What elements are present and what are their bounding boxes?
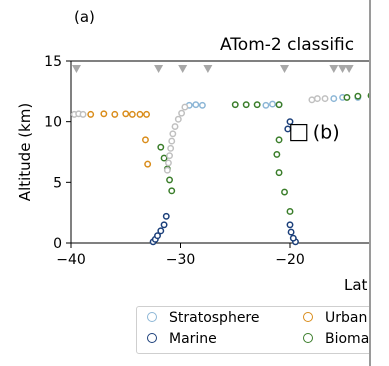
panel-label: (a) (74, 8, 95, 26)
y-tick-label: 5 (53, 175, 62, 191)
point-biomass (157, 143, 165, 151)
annotations: (b)( (290, 122, 340, 144)
point-urban (136, 110, 144, 118)
annotation-label: (b) (313, 122, 340, 144)
point-marine (157, 227, 165, 235)
point-unclassified (163, 166, 171, 174)
point-marine (286, 118, 294, 126)
annotation-box (290, 123, 308, 142)
crop-edge-mask (370, 0, 389, 366)
chart-title: ATom-2 classific (220, 35, 355, 55)
profile-marker-triangle (178, 65, 188, 73)
data-points (70, 91, 384, 246)
point-stratosphere (330, 95, 338, 103)
legend-label: Stratosphere (169, 310, 260, 326)
point-unclassified (165, 159, 172, 167)
y-tick-label: 0 (53, 236, 62, 252)
point-unclassified (174, 115, 182, 123)
point-marine (287, 228, 295, 236)
y-tick-label: 15 (44, 54, 62, 70)
profile-marker-triangle (280, 65, 290, 73)
point-unclassified (169, 130, 177, 138)
legend-item-biomass: Bioma (303, 331, 369, 347)
point-stratosphere (269, 100, 276, 108)
point-biomass (168, 187, 176, 195)
legend-item-urban: Urban (303, 310, 367, 326)
profile-marker-triangle (329, 65, 339, 73)
profile-markers (71, 65, 354, 73)
point-unclassified (171, 123, 179, 130)
point-unclassified (178, 109, 186, 117)
point-marine (286, 221, 294, 229)
point-biomass (281, 188, 288, 196)
point-unclassified (321, 95, 329, 103)
legend-marker-marine (147, 333, 157, 343)
point-unclassified (308, 96, 316, 104)
x-tick-label: −30 (166, 252, 196, 268)
legend-label: Marine (169, 331, 217, 347)
point-marine (289, 234, 297, 242)
crop-edge-line (369, 0, 371, 366)
legend-label: Urban (325, 310, 368, 326)
point-unclassified (79, 110, 87, 118)
point-urban (122, 110, 130, 118)
y-tick-label: 10 (44, 115, 62, 131)
legend-marker-stratosphere (147, 312, 157, 322)
point-urban (142, 136, 149, 144)
profile-marker-triangle (154, 65, 164, 73)
point-unclassified (168, 137, 176, 145)
legend-marker-biomass (303, 333, 313, 343)
point-unclassified (167, 144, 175, 152)
point-urban (143, 110, 151, 118)
point-urban (128, 110, 136, 118)
point-biomass (253, 101, 261, 109)
point-biomass (242, 101, 250, 109)
point-biomass (166, 176, 174, 184)
point-marine (160, 221, 168, 229)
point-stratosphere (192, 101, 200, 109)
point-marine (154, 232, 161, 240)
x-tick-label: −40 (56, 252, 86, 268)
point-stratosphere (262, 101, 270, 109)
point-urban (144, 160, 152, 168)
profile-marker-triangle (203, 65, 213, 73)
legend-item-marine: Marine (147, 331, 217, 347)
point-biomass (275, 169, 283, 177)
point-marine (284, 125, 292, 133)
y-axis-label: Altitude (km) (16, 103, 34, 201)
point-biomass (275, 101, 283, 109)
point-biomass (286, 208, 294, 215)
point-stratosphere (198, 101, 206, 109)
point-biomass (354, 92, 362, 100)
legend-label: Bioma (325, 331, 370, 347)
legend-marker-urban (303, 312, 313, 322)
profile-marker-triangle (71, 65, 81, 73)
point-unclassified (181, 103, 189, 111)
point-urban (111, 110, 119, 118)
profile-marker-triangle (338, 65, 348, 73)
point-biomass (160, 154, 168, 162)
legend: Stratosphere Urban Marine Bioma (136, 306, 389, 354)
point-unclassified (166, 152, 174, 160)
legend-item-stratosphere: Stratosphere (147, 310, 260, 326)
point-biomass (343, 93, 351, 101)
point-urban (87, 110, 95, 118)
point-biomass (231, 101, 239, 109)
profile-marker-triangle (344, 65, 354, 73)
x-axis-label: Lat (344, 276, 368, 294)
point-unclassified (313, 95, 321, 103)
point-biomass (273, 150, 281, 158)
point-urban (100, 110, 108, 118)
point-biomass (275, 136, 283, 144)
point-marine (162, 212, 170, 220)
x-tick-label: −20 (275, 252, 305, 268)
